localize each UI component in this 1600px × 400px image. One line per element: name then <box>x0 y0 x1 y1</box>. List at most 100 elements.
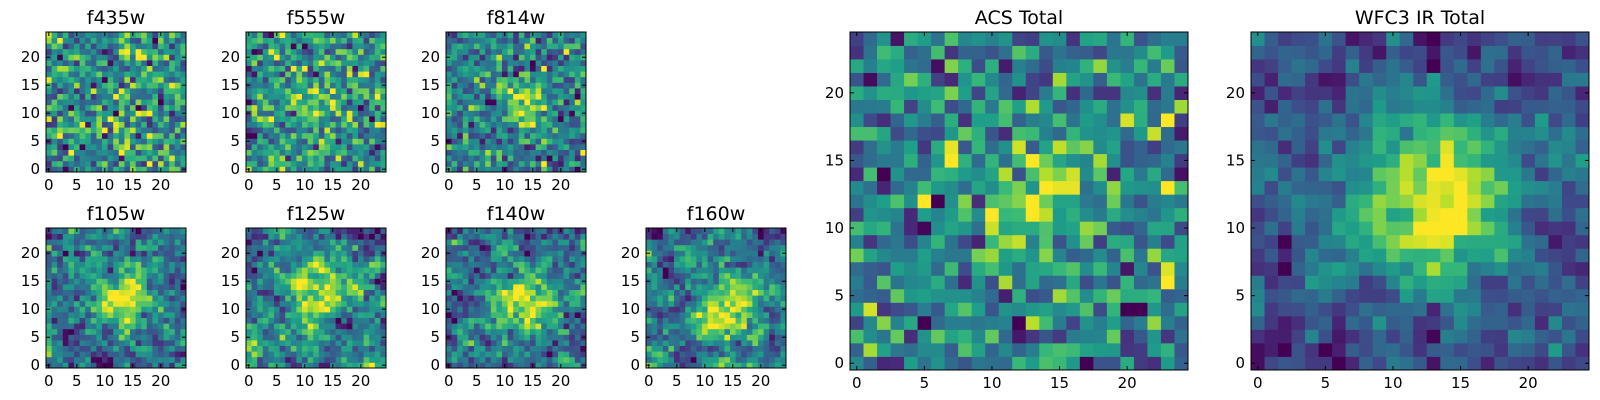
heatmap-cell <box>96 149 103 156</box>
heatmap-cell <box>330 116 336 122</box>
heatmap-cell <box>530 317 536 324</box>
heatmap-cell <box>174 284 181 290</box>
heatmap-cell <box>79 328 86 335</box>
heatmap-cell <box>268 317 275 324</box>
heatmap-cell <box>769 306 776 313</box>
heatmap-cell <box>502 267 508 274</box>
heatmap-cell <box>302 60 308 66</box>
heatmap-cell <box>535 250 542 257</box>
heatmap-cell <box>290 317 297 324</box>
heatmap-cell <box>917 356 932 371</box>
heatmap-cell <box>369 356 376 363</box>
heatmap-cell <box>580 43 587 50</box>
heatmap-cell <box>262 351 269 358</box>
heatmap-cell <box>485 166 492 173</box>
panel-title: f140w <box>487 203 546 225</box>
heatmap-cell <box>279 284 286 290</box>
heatmap-cell <box>696 278 703 285</box>
heatmap-cell <box>358 267 364 274</box>
heatmap-cell <box>118 278 125 285</box>
heatmap-cell <box>318 312 325 318</box>
heatmap-cell <box>569 256 576 262</box>
heatmap-cell <box>124 76 131 83</box>
heatmap-cell <box>535 54 542 61</box>
heatmap-cell <box>68 345 75 352</box>
heatmap-cell <box>85 289 92 296</box>
heatmap-cell <box>735 239 742 246</box>
heatmap-cell <box>451 278 458 285</box>
heatmap-cell <box>135 99 142 106</box>
heatmap-cell <box>152 99 159 106</box>
heatmap-cell <box>1160 356 1175 371</box>
heatmap-cell <box>285 289 292 296</box>
heatmap-cell <box>541 362 548 369</box>
heatmap-cell <box>741 261 748 268</box>
heatmap-cell <box>352 43 359 50</box>
heatmap-cell <box>169 60 176 66</box>
heatmap-cell <box>158 306 164 313</box>
heatmap-cell <box>113 306 120 313</box>
heatmap-cell <box>296 233 303 240</box>
heatmap-cell <box>513 278 520 285</box>
heatmap-cell <box>718 256 725 262</box>
heatmap-cell <box>1039 288 1054 303</box>
heatmap-cell <box>163 233 170 240</box>
heatmap-cell <box>1025 302 1040 317</box>
heatmap-cell <box>113 116 120 122</box>
x-tick-label: 15 <box>723 372 742 390</box>
heatmap-cell <box>451 239 458 246</box>
heatmap-cell <box>380 127 387 134</box>
heatmap-cell <box>274 244 280 251</box>
heatmap-cell <box>62 155 69 162</box>
heatmap-cell <box>246 93 252 100</box>
heatmap-cell <box>535 278 542 285</box>
heatmap-cell <box>257 244 264 251</box>
heatmap-cell <box>107 267 114 274</box>
heatmap-cell <box>507 121 514 128</box>
heatmap-cell <box>569 306 576 313</box>
heatmap-cell <box>850 248 864 263</box>
heatmap-cell <box>479 323 486 330</box>
heatmap-cell <box>1133 315 1148 330</box>
heatmap-cell <box>79 295 86 302</box>
heatmap-cell <box>513 261 520 268</box>
heatmap-cell <box>174 160 181 167</box>
heatmap-cell <box>302 138 308 145</box>
heatmap-cell <box>479 48 486 55</box>
heatmap-cell <box>462 289 469 296</box>
heatmap-cell <box>135 295 142 302</box>
heatmap-cell <box>279 71 286 78</box>
heatmap-cell <box>1120 329 1135 344</box>
heatmap-cell <box>130 127 136 134</box>
heatmap-cell <box>296 289 303 296</box>
heatmap-cell <box>474 54 480 61</box>
heatmap-cell <box>657 267 664 274</box>
y-tick-label: 0 <box>230 356 240 374</box>
heatmap-cell <box>944 221 959 236</box>
heatmap-cell <box>502 317 508 324</box>
heatmap-cell <box>262 267 269 274</box>
heatmap-cell <box>535 244 542 251</box>
heatmap-cell <box>152 43 159 50</box>
heatmap-cell <box>485 144 492 150</box>
heatmap-cell <box>369 43 376 50</box>
heatmap-cell <box>730 351 736 358</box>
heatmap-cell <box>90 43 97 50</box>
heatmap-cell <box>279 239 286 246</box>
heatmap-cell <box>90 323 97 330</box>
heatmap-cell <box>262 160 269 167</box>
x-tick-label: 10 <box>95 176 114 194</box>
heatmap-cell <box>141 300 148 307</box>
heatmap-cell <box>135 32 142 38</box>
heatmap-cell <box>446 48 452 55</box>
heatmap-cell <box>558 82 564 89</box>
heatmap-cell <box>257 93 264 100</box>
heatmap-cell <box>518 166 525 173</box>
heatmap-cell <box>558 60 564 66</box>
heatmap-cell <box>524 43 531 50</box>
heatmap-cell <box>646 267 652 274</box>
heatmap-cell <box>135 362 142 369</box>
heatmap-cell <box>68 328 75 335</box>
heatmap-cell <box>246 121 252 128</box>
